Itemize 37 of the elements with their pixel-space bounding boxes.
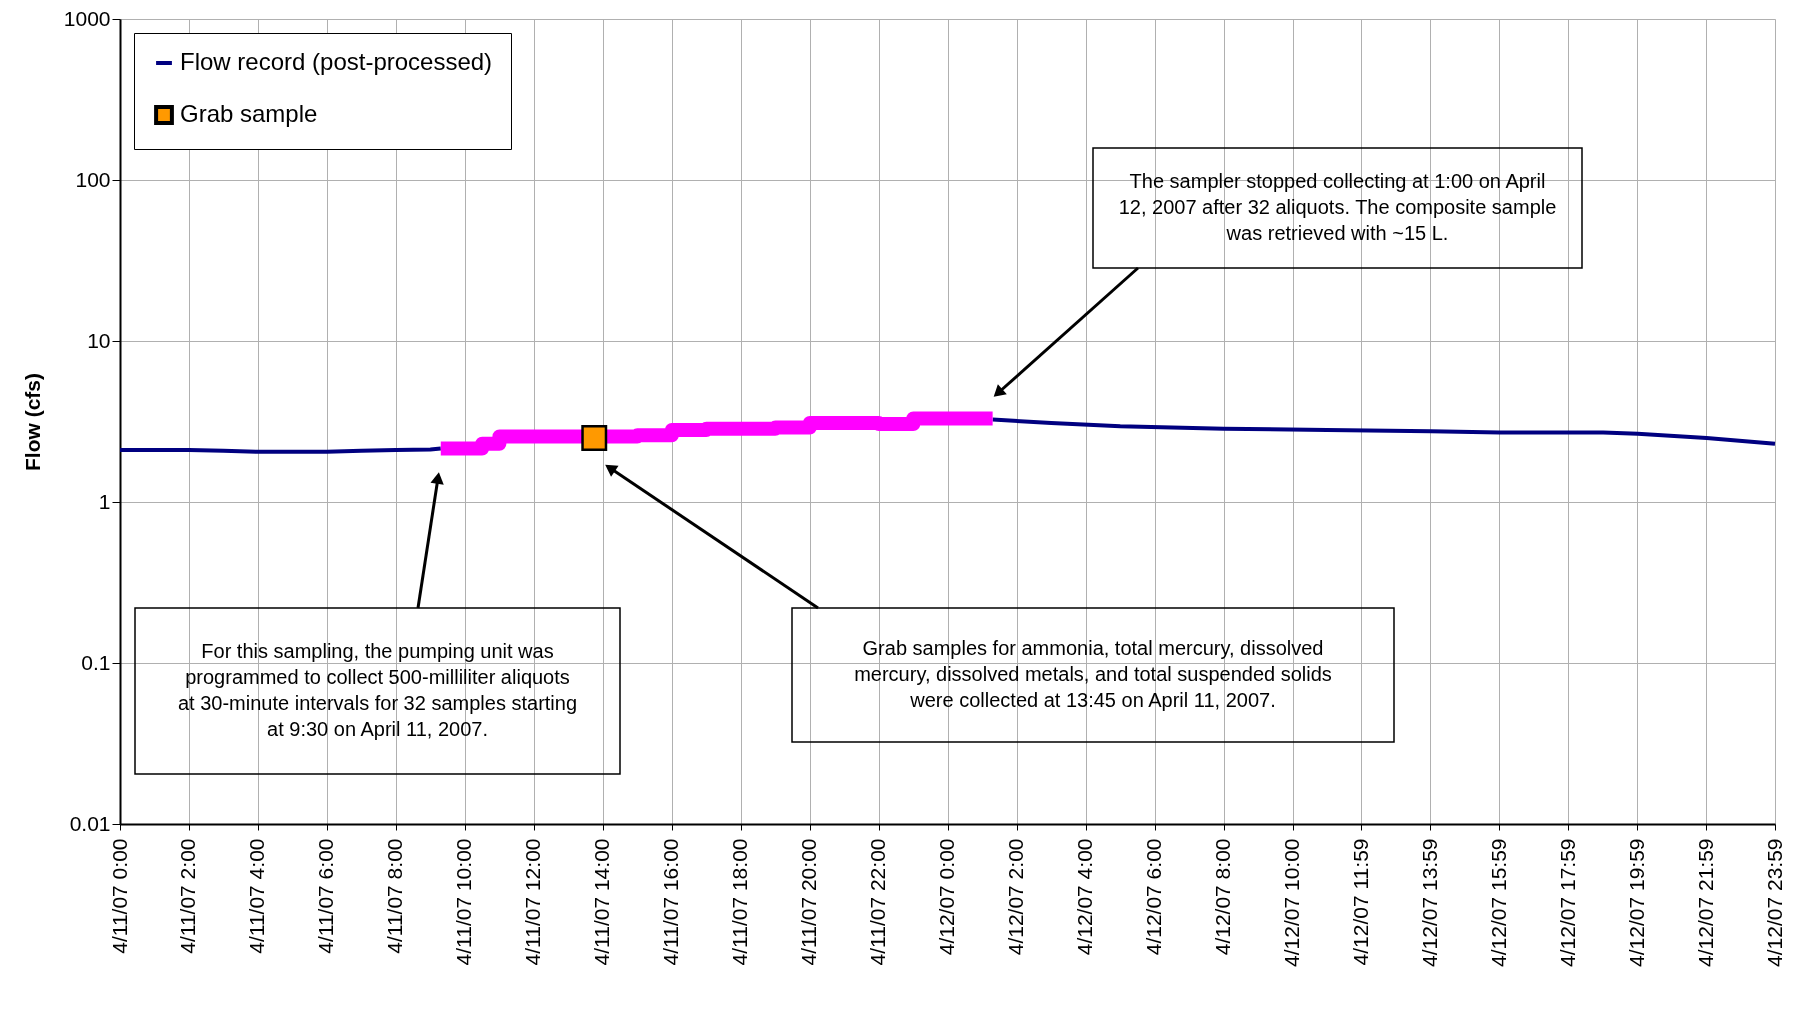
y-tick-label: 0.1 <box>81 650 111 674</box>
annotation: Grab samples for ammonia, total mercury, dissolved mercury, dissolved metals, and total suspended solids were collected at 13:45 on April 11, 2007. <box>854 637 1332 711</box>
x-tick-label: 4/11/07 4:00 <box>245 838 269 954</box>
y-tick-label: 1 <box>98 489 111 513</box>
x-tick-label: 4/11/07 18:00 <box>728 838 752 966</box>
x-tick-label: 4/12/07 4:00 <box>1073 838 1097 956</box>
x-tick-label: 4/12/07 6:00 <box>1142 838 1166 956</box>
y-tick-label: 100 <box>75 167 111 191</box>
x-tick-label: 4/11/07 20:00 <box>797 838 821 966</box>
x-tick-label: 4/11/07 10:00 <box>452 838 476 966</box>
y-tick-label: 0.01 <box>69 811 111 835</box>
annotation: For this sampling, the pumping unit was programmed to collect 500-milliliter aliquots at 30-minute intervals for 32 samples starting at 9:30 on April 11, 2007. <box>177 640 578 740</box>
x-tick-label: 4/12/07 0:00 <box>935 838 959 956</box>
x-tick-label: 4/12/07 13:59 <box>1417 838 1441 967</box>
x-tick-label: 4/12/07 2:00 <box>1004 838 1028 956</box>
x-tick-label: 4/11/07 2:00 <box>176 838 200 954</box>
x-tick-label: 4/12/07 17:59 <box>1555 838 1579 967</box>
y-axis-title: Flow (cfs) <box>20 373 44 471</box>
x-tick-label: 4/11/07 6:00 <box>314 838 338 954</box>
legend-label: Grab sample <box>180 100 318 127</box>
x-tick-label: 4/11/07 14:00 <box>590 838 614 966</box>
x-tick-label: 4/11/07 8:00 <box>383 838 407 954</box>
x-tick-label: 4/11/07 0:00 <box>107 838 131 954</box>
annotation: The sampler stopped collecting at 1:00 on April 12, 2007 after 32 aliquots. The composite sample was retrieved with ~15 L. <box>1118 170 1557 244</box>
x-tick-label: 4/12/07 23:59 <box>1762 838 1786 967</box>
legend-label: Flow record (post-processed) <box>180 48 493 75</box>
x-tick-label: 4/12/07 11:59 <box>1348 838 1372 966</box>
x-tick-label: 4/12/07 15:59 <box>1486 838 1510 967</box>
x-tick-label: 4/11/07 12:00 <box>521 838 545 966</box>
y-tick-label: 1000 <box>63 6 111 30</box>
x-tick-label: 4/12/07 8:00 <box>1211 838 1235 956</box>
x-tick-label: 4/11/07 16:00 <box>659 838 683 966</box>
x-tick-label: 4/12/07 19:59 <box>1624 838 1648 967</box>
x-tick-label: 4/12/07 21:59 <box>1693 838 1717 967</box>
x-tick-label: 4/11/07 22:00 <box>866 838 890 966</box>
x-tick-label: 4/12/07 10:00 <box>1280 838 1304 967</box>
y-tick-label: 10 <box>87 328 111 352</box>
